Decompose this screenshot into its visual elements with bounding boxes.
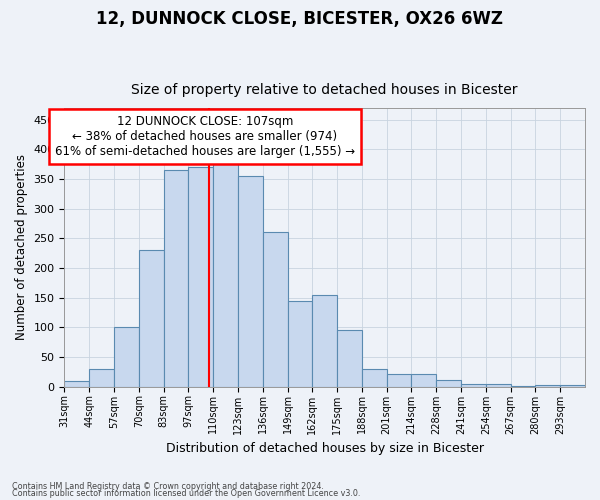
- Bar: [238, 176, 263, 386]
- Text: Contains public sector information licensed under the Open Government Licence v3: Contains public sector information licen…: [12, 490, 361, 498]
- Bar: [114, 328, 139, 386]
- Bar: [313, 294, 337, 386]
- Y-axis label: Number of detached properties: Number of detached properties: [15, 154, 28, 340]
- X-axis label: Distribution of detached houses by size in Bicester: Distribution of detached houses by size …: [166, 442, 484, 455]
- Bar: [139, 250, 164, 386]
- Title: Size of property relative to detached houses in Bicester: Size of property relative to detached ho…: [131, 83, 518, 97]
- Bar: [412, 374, 436, 386]
- Bar: [337, 330, 362, 386]
- Bar: [535, 385, 560, 386]
- Bar: [386, 374, 412, 386]
- Bar: [64, 380, 89, 386]
- Bar: [461, 384, 486, 386]
- Bar: [213, 164, 238, 386]
- Text: Contains HM Land Registry data © Crown copyright and database right 2024.: Contains HM Land Registry data © Crown c…: [12, 482, 324, 491]
- Bar: [263, 232, 287, 386]
- Bar: [188, 167, 213, 386]
- Bar: [362, 369, 386, 386]
- Bar: [287, 300, 313, 386]
- Bar: [436, 380, 461, 386]
- Bar: [486, 384, 511, 386]
- Text: 12 DUNNOCK CLOSE: 107sqm
← 38% of detached houses are smaller (974)
61% of semi-: 12 DUNNOCK CLOSE: 107sqm ← 38% of detach…: [55, 115, 355, 158]
- Bar: [164, 170, 188, 386]
- Text: 12, DUNNOCK CLOSE, BICESTER, OX26 6WZ: 12, DUNNOCK CLOSE, BICESTER, OX26 6WZ: [97, 10, 503, 28]
- Bar: [89, 369, 114, 386]
